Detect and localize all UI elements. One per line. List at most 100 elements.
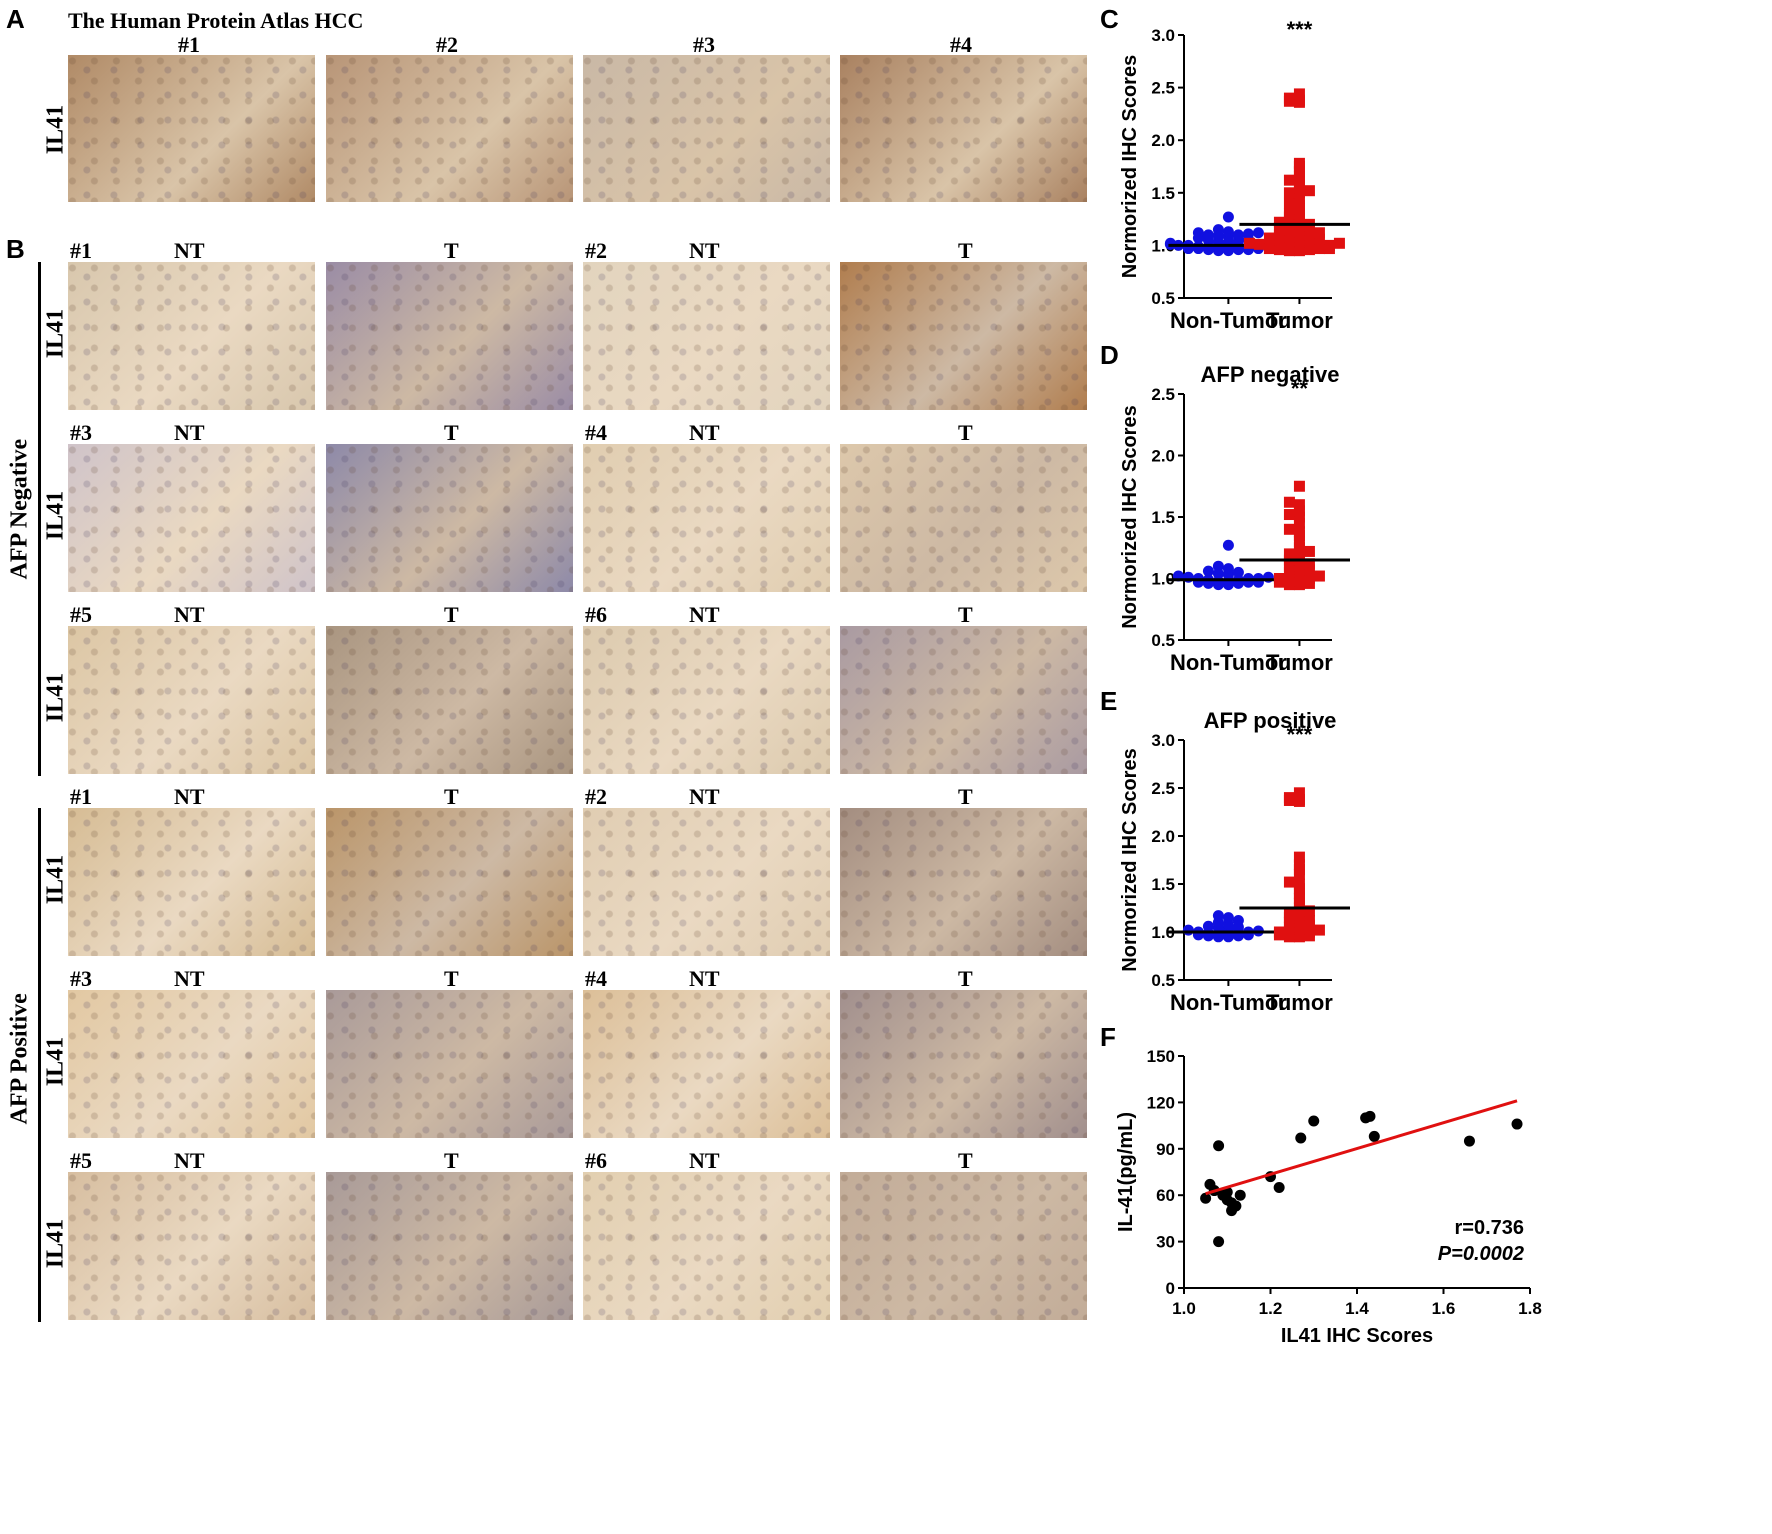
correlation-p: P=0.0002	[1438, 1243, 1524, 1265]
data-point	[1333, 237, 1345, 249]
sample-id: #6	[585, 1148, 607, 1173]
data-point	[1303, 545, 1315, 557]
data-point	[1213, 1140, 1225, 1152]
ihc-image-t	[840, 1172, 1087, 1320]
data-point	[1283, 792, 1295, 804]
panel-letter-a: A	[6, 4, 25, 34]
ihc-image-t	[326, 808, 573, 956]
group-label: AFP Negative	[6, 438, 33, 580]
data-point	[1283, 574, 1295, 586]
data-point	[1295, 1132, 1307, 1144]
nt-label: NT	[689, 420, 720, 445]
data-point	[1222, 226, 1234, 238]
data-point	[1213, 1236, 1225, 1248]
data-point	[1303, 905, 1315, 917]
data-point	[1303, 573, 1315, 584]
row-label: IL41	[42, 490, 69, 541]
panel-letter-e: E	[1100, 686, 1118, 716]
ihc-image-nt	[68, 626, 315, 774]
data-point	[1263, 232, 1275, 244]
data-point	[1234, 1189, 1246, 1201]
y-axis-label: Normorized IHC Scores	[1119, 748, 1141, 971]
data-point	[1273, 240, 1285, 252]
fit-line	[1205, 1099, 1518, 1196]
row-label: IL41	[42, 308, 69, 359]
nt-label: NT	[174, 966, 205, 991]
data-point	[1182, 924, 1194, 936]
ihc-image-t	[326, 626, 573, 774]
y-tick-label: 1.5	[1151, 184, 1175, 203]
data-point	[1313, 239, 1325, 251]
y-tick-label: 3.0	[1151, 731, 1175, 750]
chart-title: AFP positive	[1204, 708, 1337, 733]
data-point	[1212, 910, 1224, 922]
sample-id: #2	[585, 238, 607, 263]
ihc-image-nt	[68, 444, 315, 592]
row-label: IL41	[42, 1036, 69, 1087]
ihc-image	[840, 55, 1087, 202]
x-tick-label: Non-Tumor	[1170, 990, 1287, 1015]
data-point	[1222, 912, 1234, 924]
panel-a-sample-label: #1	[178, 32, 200, 57]
x-tick-label: Non-Tumor	[1170, 308, 1287, 333]
data-point	[1202, 229, 1214, 241]
y-tick-label: 2.5	[1151, 79, 1175, 98]
data-point	[1283, 876, 1295, 888]
nt-label: NT	[174, 784, 205, 809]
data-point	[1232, 229, 1244, 241]
data-point	[1303, 558, 1315, 570]
x-tick-label: Tumor	[1266, 990, 1333, 1015]
ihc-image-t	[326, 444, 573, 592]
sample-id: #4	[585, 966, 607, 991]
data-point	[1192, 227, 1204, 239]
ihc-image	[326, 55, 573, 202]
data-point	[1283, 187, 1295, 199]
ihc-image-t	[840, 444, 1087, 592]
ihc-image-nt	[583, 990, 830, 1138]
data-point	[1202, 565, 1214, 577]
x-axis-label: IL41 IHC Scores	[1281, 1325, 1433, 1347]
sample-id: #1	[70, 784, 92, 809]
data-point	[1212, 560, 1224, 572]
data-point	[1232, 914, 1244, 926]
data-point	[1293, 199, 1305, 211]
data-point	[1164, 237, 1176, 249]
significance-marker: **	[1291, 376, 1309, 401]
data-point	[1293, 851, 1305, 863]
y-tick-label: 1.0	[1151, 923, 1175, 942]
chart-title: AFP negative	[1201, 362, 1340, 387]
y-tick-label: 0	[1166, 1279, 1175, 1298]
data-point	[1293, 575, 1305, 587]
group-label: AFP Positive	[6, 993, 33, 1125]
y-tick-label: 1.0	[1151, 570, 1175, 589]
ihc-image-t	[326, 262, 573, 410]
data-point	[1273, 1181, 1285, 1193]
data-point	[1293, 517, 1305, 529]
y-axis-label: Normorized IHC Scores	[1119, 55, 1141, 278]
ihc-image-nt	[68, 808, 315, 956]
data-point	[1303, 914, 1315, 926]
data-point	[1283, 92, 1295, 104]
data-point	[1293, 94, 1305, 106]
y-tick-label: 1.5	[1151, 875, 1175, 894]
panel-a-row-label: IL41	[42, 104, 69, 155]
data-point	[1283, 496, 1295, 508]
panel-letter-b: B	[6, 234, 25, 264]
y-tick-label: 150	[1147, 1047, 1175, 1066]
ihc-image-t	[326, 1172, 573, 1320]
data-point	[1232, 566, 1244, 578]
ihc-image-nt	[583, 626, 830, 774]
data-point	[1463, 1135, 1475, 1147]
data-point	[1252, 227, 1264, 239]
y-tick-label: 60	[1156, 1186, 1175, 1205]
y-tick-label: 0.5	[1151, 289, 1175, 308]
row-label: IL41	[42, 1218, 69, 1269]
ihc-image-nt	[583, 444, 830, 592]
data-point	[1293, 480, 1305, 492]
ihc-image-nt	[583, 808, 830, 956]
data-point	[1283, 560, 1295, 572]
nt-label: NT	[174, 602, 205, 627]
chart-e: AFP positive 0.5 1.0 1.5 2.0 2.5 3.0 Normorized…	[1119, 708, 1350, 1015]
ihc-image-t	[840, 808, 1087, 956]
